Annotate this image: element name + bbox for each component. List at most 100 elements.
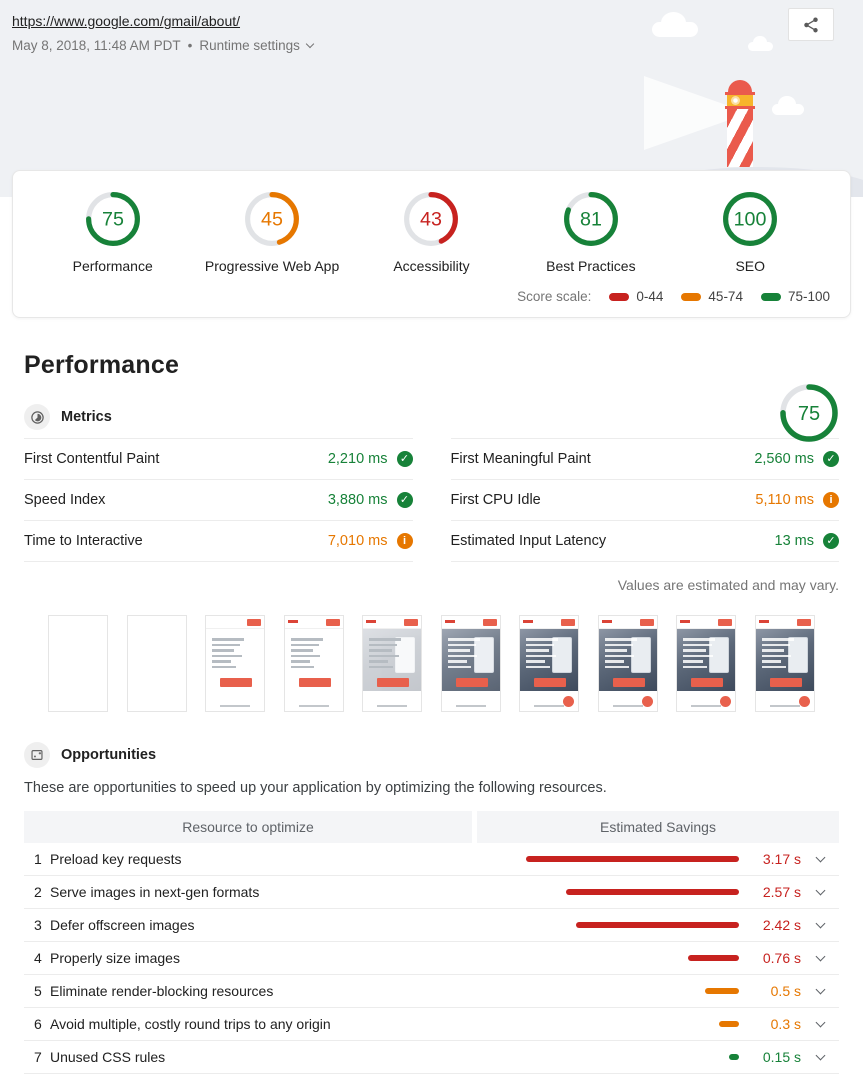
check-circle-icon: ✓ bbox=[823, 451, 839, 467]
cloud-illustration bbox=[748, 35, 773, 51]
thumbnail-header bbox=[598, 616, 657, 629]
performance-section: Performance 75 Metrics First Contentful … bbox=[0, 351, 863, 712]
lighthouse-illustration bbox=[725, 92, 755, 95]
opportunity-row-unused-css-rules[interactable]: 7 Unused CSS rules 0.15 s bbox=[24, 1041, 839, 1074]
score-gauge-performance[interactable]: 75 Performance bbox=[34, 189, 192, 274]
column-header-savings: Estimated Savings bbox=[477, 811, 839, 843]
metric-value: 2,560 ms bbox=[754, 451, 814, 467]
scale-range-pass: 75-100 bbox=[760, 289, 830, 304]
thumbnail-text bbox=[526, 638, 559, 671]
opportunity-row-serve-images-in-next-gen-formats[interactable]: 2 Serve images in next-gen formats 2.57 s bbox=[24, 876, 839, 909]
filmstrip-frame-4 bbox=[283, 615, 344, 712]
metric-value: 5,110 ms bbox=[755, 492, 814, 508]
thumbnail-fab bbox=[798, 696, 810, 707]
filmstrip-frame-2 bbox=[126, 615, 187, 712]
savings-value: 2.42 s bbox=[762, 917, 801, 933]
opportunity-label: Eliminate render-blocking resources bbox=[50, 983, 274, 999]
savings-value: 0.76 s bbox=[762, 950, 801, 966]
filmstrip-frame-6 bbox=[440, 615, 501, 712]
chevron-down-icon bbox=[815, 918, 825, 929]
opportunity-row-properly-size-images[interactable]: 4 Properly size images 0.76 s bbox=[24, 942, 839, 975]
metric-row-first-contentful-paint: First Contentful Paint 2,210 ms ✓ bbox=[24, 438, 413, 480]
thumbnail-logo bbox=[366, 620, 377, 623]
thumbnail-text bbox=[447, 638, 480, 671]
svg-text:75: 75 bbox=[798, 403, 820, 425]
performance-score-gauge: 75 bbox=[777, 381, 841, 450]
thumbnail-logo bbox=[680, 620, 691, 623]
runtime-settings-toggle[interactable]: Runtime settings bbox=[199, 38, 315, 53]
opportunity-index: 6 bbox=[34, 1016, 42, 1032]
thumbnail-logo bbox=[444, 620, 455, 623]
thumbnail-header bbox=[520, 616, 579, 629]
expand-row-button[interactable] bbox=[801, 885, 839, 896]
score-gauge-accessibility[interactable]: 43 Accessibility bbox=[352, 189, 510, 274]
expand-row-button[interactable] bbox=[801, 984, 839, 995]
metric-label: First CPU Idle bbox=[450, 492, 541, 508]
metrics-table: First Contentful Paint 2,210 ms ✓ Speed Ind… bbox=[24, 438, 839, 562]
opportunity-row-avoid-multiple-costly-round-trips-to-any-origin[interactable]: 6 Avoid multiple, costly round trips to a… bbox=[24, 1008, 839, 1041]
opportunity-label: Serve images in next-gen formats bbox=[50, 884, 260, 900]
lighthouse-tower-illustration bbox=[727, 109, 753, 167]
thumbnail-text bbox=[212, 638, 245, 671]
thumbnail-footer-text bbox=[691, 704, 722, 707]
thumbnail-footer-text bbox=[455, 704, 486, 707]
score-gauge-label: SEO bbox=[735, 258, 766, 274]
thumbnail-button bbox=[796, 619, 811, 626]
scale-range-label: 75-100 bbox=[787, 289, 830, 304]
scale-range-label: 0-44 bbox=[636, 289, 664, 304]
expand-row-button[interactable] bbox=[801, 918, 839, 929]
expand-row-button[interactable] bbox=[801, 1050, 839, 1061]
score-scale-ranges: 0-44 45-74 75-100 bbox=[609, 289, 830, 304]
thumbnail-button bbox=[325, 619, 340, 626]
savings-bar bbox=[566, 889, 739, 895]
meta-separator: • bbox=[187, 38, 193, 53]
expand-row-button[interactable] bbox=[801, 951, 839, 962]
scale-range-fail: 0-44 bbox=[609, 289, 663, 304]
metric-value: 7,010 ms bbox=[327, 533, 388, 549]
chevron-down-icon bbox=[815, 1017, 825, 1028]
opportunity-index: 3 bbox=[34, 917, 42, 933]
score-scale-label: Score scale: bbox=[517, 289, 592, 304]
thumbnail-text bbox=[761, 638, 794, 671]
check-circle-icon: ✓ bbox=[396, 492, 413, 508]
expand-row-button[interactable] bbox=[801, 1017, 839, 1028]
opportunity-index: 4 bbox=[34, 950, 42, 966]
savings-bar-track bbox=[526, 1021, 739, 1027]
metrics-disclaimer: Values are estimated and may vary. bbox=[617, 577, 839, 593]
check-circle-icon: ✓ bbox=[396, 451, 413, 467]
score-gauge-best-practices[interactable]: 81 Best Practices bbox=[512, 189, 670, 274]
expand-row-button[interactable] bbox=[801, 852, 839, 863]
opportunity-index: 7 bbox=[34, 1049, 42, 1065]
share-button[interactable] bbox=[788, 8, 834, 41]
opportunity-row-preload-key-requests[interactable]: 1 Preload key requests 3.17 s bbox=[24, 843, 839, 876]
thumbnail-logo bbox=[601, 620, 612, 623]
metric-row-first-meaningful-paint: First Meaningful Paint 2,560 ms ✓ bbox=[450, 438, 839, 480]
chevron-down-icon bbox=[815, 951, 825, 962]
thumbnail-footer-text bbox=[220, 704, 251, 707]
scale-pill-pass bbox=[760, 292, 781, 301]
score-gauge-seo[interactable]: 100 SEO bbox=[671, 189, 829, 274]
filmstrip-frame-10 bbox=[754, 615, 815, 712]
savings-value: 2.57 s bbox=[762, 884, 801, 900]
thumbnail-header bbox=[755, 616, 814, 629]
filmstrip-frame-5 bbox=[362, 615, 423, 712]
opportunity-row-defer-offscreen-images[interactable]: 3 Defer offscreen images 2.42 s bbox=[24, 909, 839, 942]
score-gauge-progressive-web-app[interactable]: 45 Progressive Web App bbox=[193, 189, 351, 274]
thumbnail-install-button bbox=[377, 678, 410, 687]
savings-bar bbox=[705, 988, 739, 994]
savings-value: 0.5 s bbox=[770, 983, 801, 999]
metric-row-speed-index: Speed Index 3,880 ms ✓ bbox=[24, 480, 413, 521]
report-url-link[interactable]: https://www.google.com/gmail/about/ bbox=[12, 13, 241, 29]
thumbnail-text bbox=[604, 638, 637, 671]
chevron-down-icon bbox=[815, 885, 825, 896]
thumbnail-install-button bbox=[298, 678, 331, 687]
filmstrip bbox=[24, 615, 839, 712]
score-gauge-label: Best Practices bbox=[546, 258, 636, 274]
performance-title: Performance bbox=[24, 351, 180, 379]
thumbnail-button bbox=[482, 619, 497, 626]
svg-text:43: 43 bbox=[421, 209, 443, 231]
metric-label: First Contentful Paint bbox=[24, 451, 160, 467]
score-gauges-row: 75 Performance 45 Progressive Web App 43… bbox=[33, 189, 830, 274]
opportunity-row-eliminate-render-blocking-resources[interactable]: 5 Eliminate render-blocking resources 0.5 … bbox=[24, 975, 839, 1008]
